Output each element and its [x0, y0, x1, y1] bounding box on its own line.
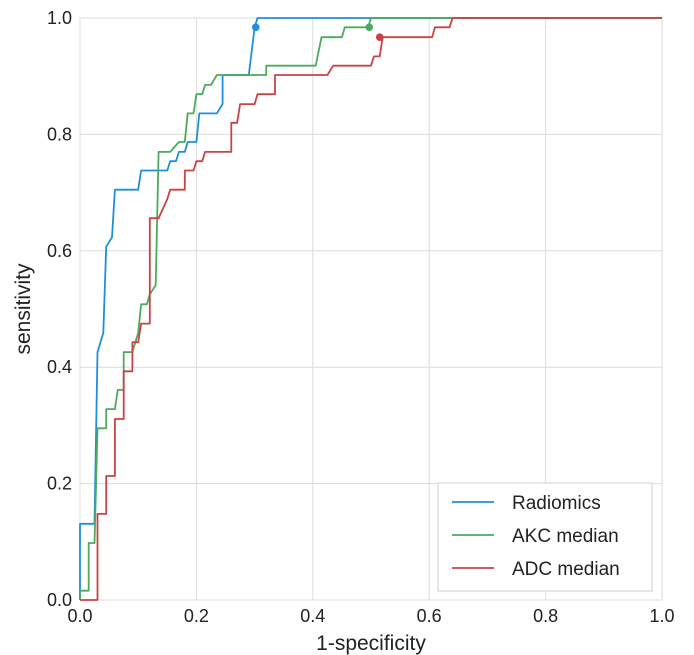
x-tick-label: 0.0 — [67, 606, 92, 626]
adc-median-roc-line — [80, 17, 662, 601]
legend: Radiomics AKC median ADC median — [437, 482, 653, 592]
radiomics-legend-label: Radiomics — [512, 493, 601, 514]
radiomics-cutoff-point — [251, 23, 260, 32]
tick-labels: 0.0 0.2 0.4 0.6 0.8 1.0 0.0 0.2 0.4 0.6 0.8 1.0 — [47, 8, 675, 626]
x-tick-label: 0.2 — [184, 606, 209, 626]
akc-median-roc-line — [79, 17, 662, 600]
akc-median-cutoff-point — [365, 23, 374, 32]
x-tick-label: 0.8 — [533, 606, 558, 626]
x-axis-label: 1-specificity — [316, 632, 426, 655]
y-tick-label: 1.0 — [47, 8, 72, 28]
legend-box — [437, 482, 653, 592]
series-layer — [79, 17, 662, 601]
akc-median-legend-label: AKC median — [512, 526, 619, 547]
x-tick-label: 1.0 — [649, 606, 674, 626]
adc-median-legend-label: ADC median — [512, 559, 620, 580]
y-tick-label: 0.2 — [47, 474, 72, 494]
adc-median-cutoff-point — [375, 33, 384, 42]
y-tick-label: 0.4 — [47, 357, 72, 377]
x-tick-label: 0.4 — [300, 606, 325, 626]
x-tick-label: 0.6 — [417, 606, 442, 626]
y-axis-label: sensitivity — [12, 263, 35, 355]
y-tick-label: 0.8 — [47, 124, 72, 144]
y-tick-label: 0.6 — [47, 241, 72, 261]
grid — [79, 17, 663, 601]
y-tick-label: 0.0 — [47, 590, 72, 610]
